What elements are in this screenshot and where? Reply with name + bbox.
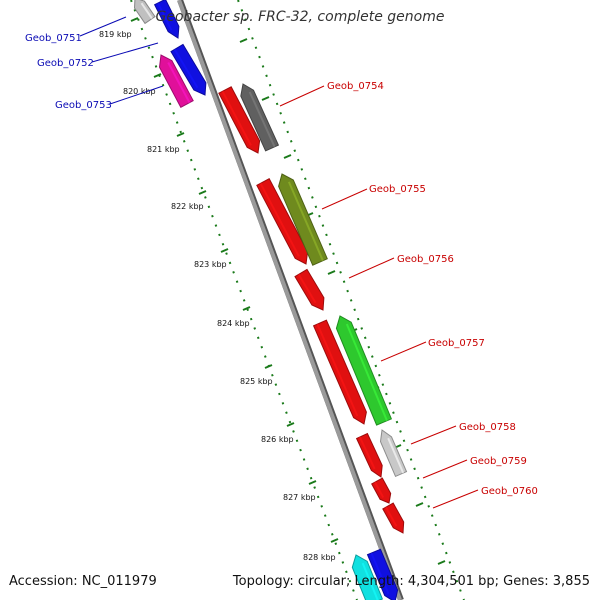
kbp-label: 819 kbp — [99, 30, 132, 39]
tick-inner — [176, 132, 185, 137]
gene-feature-highlight — [345, 323, 388, 422]
gene-leader-line — [91, 42, 159, 63]
gene-feature-highlight — [385, 506, 398, 527]
gene-feature-highlight — [173, 48, 199, 89]
gene-feature-highlight — [140, 2, 153, 20]
gene-label-geob-0754[interactable]: Geob_0754 — [327, 81, 384, 92]
gene-label-geob-0751[interactable]: Geob_0751 — [25, 33, 82, 44]
map-title: Geobacter sp. FRC-32, complete genome — [155, 9, 445, 25]
tick-inner — [264, 364, 273, 369]
kbp-label: 826 kbp — [261, 435, 294, 444]
genome-backbone — [177, 0, 402, 601]
tick-outer — [283, 154, 292, 159]
gene-feature-highlight — [387, 437, 405, 474]
gene-label-geob-0760[interactable]: Geob_0760 — [481, 486, 538, 497]
gene-label-geob-0752[interactable]: Geob_0752 — [37, 58, 94, 69]
gene-label-geob-0753[interactable]: Geob_0753 — [55, 100, 112, 111]
gene-label-geob-0755[interactable]: Geob_0755 — [369, 184, 426, 195]
tick-inner — [330, 538, 339, 543]
gene-feature-highlight — [221, 90, 252, 146]
kbp-label: 820 kbp — [123, 87, 156, 96]
tick-inner — [220, 248, 229, 253]
gene-leader-line — [410, 425, 457, 445]
accession-text: Accession: NC_011979 — [9, 574, 157, 589]
tick-outer — [327, 270, 336, 275]
tick-rail-outer — [237, 0, 465, 601]
kbp-label: 827 kbp — [283, 493, 316, 502]
tick-inner — [308, 480, 317, 485]
gene-leader-line — [109, 85, 164, 105]
kbp-label: 828 kbp — [303, 553, 336, 562]
gene-feature-highlight — [259, 182, 300, 257]
kbp-label: 821 kbp — [147, 145, 180, 154]
gene-leader-line — [432, 489, 479, 509]
tick-outer — [415, 502, 424, 507]
gene-feature-highlight — [297, 273, 317, 304]
tick-outer — [239, 38, 248, 43]
tick-inner — [130, 17, 139, 22]
genome-summary-text: Topology: circular; Length: 4,304,501 bp… — [232, 574, 590, 589]
gene-leader-line — [422, 459, 468, 479]
gene-feature-highlight — [287, 181, 324, 262]
gene-feature-highlight — [370, 552, 390, 595]
gene-feature-highlight — [167, 62, 191, 104]
gene-leader-line — [380, 341, 427, 362]
gene-feature-arrow[interactable] — [133, 0, 156, 25]
gene-feature-highlight — [157, 2, 173, 31]
gene-feature-highlight — [358, 436, 376, 470]
gene-leader-line — [321, 188, 368, 210]
tick-inner — [286, 422, 295, 427]
kbp-label: 823 kbp — [194, 260, 227, 269]
kbp-label: 822 kbp — [171, 202, 204, 211]
gene-leader-line — [79, 16, 127, 37]
tick-inner — [153, 73, 162, 78]
gene-feature-highlight — [374, 481, 385, 498]
tick-inner — [242, 306, 251, 311]
gene-label-geob-0757[interactable]: Geob_0757 — [428, 338, 485, 349]
tick-rail-inner — [130, 0, 358, 601]
gene-feature-arrow[interactable] — [371, 477, 392, 504]
gene-label-geob-0756[interactable]: Geob_0756 — [397, 254, 454, 265]
gene-feature-highlight — [248, 91, 276, 148]
gene-feature-highlight — [361, 562, 379, 602]
gene-leader-line — [348, 257, 395, 279]
tick-outer — [437, 560, 446, 565]
tick-inner — [198, 190, 207, 195]
kbp-label: 825 kbp — [240, 377, 273, 386]
gene-feature-highlight — [316, 323, 359, 417]
gene-leader-line — [279, 85, 325, 107]
gene-label-geob-0758[interactable]: Geob_0758 — [459, 422, 516, 433]
kbp-label: 824 kbp — [217, 319, 250, 328]
tick-outer — [261, 96, 270, 101]
gene-label-geob-0759[interactable]: Geob_0759 — [470, 456, 527, 467]
